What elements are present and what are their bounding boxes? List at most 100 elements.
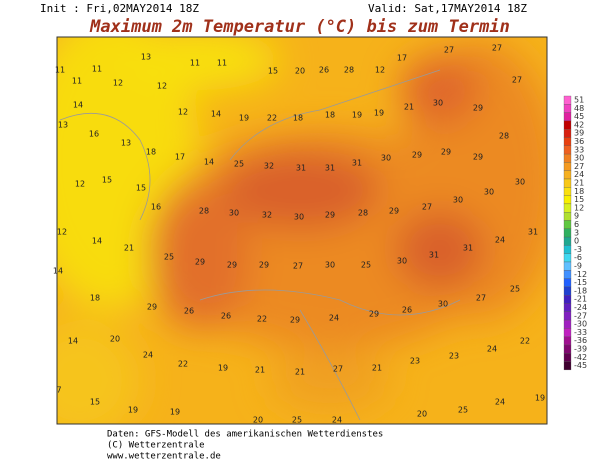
- legend-label: 39: [574, 129, 584, 138]
- temperature-label: 11: [55, 66, 65, 75]
- legend-label: -6: [574, 253, 582, 262]
- legend-label: -33: [574, 328, 587, 337]
- temperature-label: 31: [352, 159, 362, 168]
- temperature-label: 31: [463, 244, 473, 253]
- legend-swatch: [563, 236, 572, 246]
- temperature-label: 27: [333, 365, 343, 374]
- legend-label: 24: [574, 170, 584, 179]
- legend-label: -18: [574, 286, 587, 295]
- temperature-label: 29: [290, 316, 300, 325]
- legend-swatch: [563, 120, 572, 130]
- legend-swatch: [563, 162, 572, 171]
- temperature-label: 27: [422, 203, 432, 212]
- temperature-label: 32: [262, 211, 272, 220]
- legend-swatch: [563, 295, 572, 304]
- temperature-label: 23: [410, 357, 420, 366]
- temperature-label: 29: [441, 148, 451, 157]
- legend-swatch: [563, 137, 572, 146]
- temperature-label: 19: [239, 114, 249, 123]
- temperature-label: 26: [184, 307, 194, 316]
- temperature-label: 22: [178, 360, 188, 369]
- temperature-label: 15: [268, 67, 278, 76]
- temperature-label: 25: [164, 253, 174, 262]
- legend-label: 48: [574, 104, 584, 113]
- temperature-label: 20: [110, 335, 120, 344]
- legend-label: -27: [574, 311, 587, 320]
- temperature-label: 29: [412, 151, 422, 160]
- temperature-label: 31: [296, 164, 306, 173]
- legend-swatch: [563, 311, 572, 321]
- temperature-label: 30: [229, 209, 239, 218]
- init-time: Init : Fri,02MAY2014 18Z: [40, 2, 199, 15]
- legend-swatch: [563, 104, 572, 113]
- legend-label: -21: [574, 295, 587, 304]
- temperature-label: 12: [57, 228, 67, 237]
- temperature-label: 18: [90, 294, 100, 303]
- temperature-label: 25: [292, 416, 302, 425]
- temperature-label: 15: [90, 398, 100, 407]
- legend-swatch: [563, 261, 572, 271]
- legend-swatch: [563, 228, 572, 238]
- legend-swatch: [563, 270, 572, 279]
- legend-label: 3: [574, 228, 579, 237]
- legend-swatch: [563, 129, 572, 138]
- footer-source: Daten: GFS-Modell des amerikanischen Wet…: [107, 430, 383, 440]
- temperature-label: 15: [102, 176, 112, 185]
- legend-label: 51: [574, 96, 584, 105]
- temperature-label: 19: [218, 364, 228, 373]
- temperature-label: 21: [404, 103, 414, 112]
- temperature-label: 18: [146, 148, 156, 157]
- legend-swatch: [563, 328, 572, 337]
- temperature-label: 30: [397, 257, 407, 266]
- legend-label: -15: [574, 278, 587, 287]
- temperature-label: 17: [397, 54, 407, 63]
- temperature-label: 12: [113, 79, 123, 88]
- map-title: Maximum 2m Temperatur (°C) bis zum Termi…: [89, 17, 510, 37]
- temperature-label: 22: [257, 315, 267, 324]
- temperature-label: 24: [495, 236, 505, 245]
- temperature-label: 14: [73, 101, 83, 110]
- legend-label: 9: [574, 212, 579, 221]
- temperature-label: 29: [195, 258, 205, 267]
- temperature-label: 29: [389, 207, 399, 216]
- temperature-label: 25: [361, 261, 371, 270]
- temperature-label: 22: [520, 337, 530, 346]
- temperature-label: 19: [535, 394, 545, 403]
- temperature-label: 29: [325, 211, 335, 220]
- temperature-label: 22: [267, 114, 277, 123]
- legend-label: 42: [574, 120, 584, 129]
- temperature-label: 21: [295, 368, 305, 377]
- temperature-label: 28: [499, 132, 509, 141]
- temperature-label: 12: [157, 82, 167, 91]
- legend-label: -24: [574, 303, 587, 312]
- legend-label: 27: [574, 162, 584, 171]
- temperature-label: 24: [329, 314, 339, 323]
- map-frame: [56, 36, 548, 425]
- temperature-label: 14: [211, 110, 221, 119]
- legend-label: 30: [574, 154, 584, 163]
- temperature-label: 14: [92, 237, 102, 246]
- legend-label: 15: [574, 195, 584, 204]
- temperature-label: 19: [352, 111, 362, 120]
- temperature-label: 27: [492, 44, 502, 53]
- temperature-label: 19: [170, 408, 180, 417]
- temperature-label: 27: [444, 46, 454, 55]
- legend-swatch: [563, 336, 572, 346]
- temperature-label: 20: [417, 410, 427, 419]
- temperature-label: 29: [259, 261, 269, 270]
- temperature-label: 17: [175, 153, 185, 162]
- temperature-label: 13: [121, 139, 131, 148]
- temperature-label: 32: [264, 162, 274, 171]
- temperature-label: 23: [449, 352, 459, 361]
- legend-swatch: [563, 212, 572, 221]
- temperature-label: 24: [495, 398, 505, 407]
- footer-url: www.wetterzentrale.de: [107, 452, 221, 462]
- footer-copyright: (C) Wetterzentrale: [107, 441, 205, 451]
- temperature-label: 31: [429, 251, 439, 260]
- temperature-label: 21: [255, 366, 265, 375]
- temperature-label: 24: [143, 351, 153, 360]
- temperature-label: 21: [372, 364, 382, 373]
- legend-label: -42: [574, 353, 587, 362]
- legend-swatch: [563, 112, 572, 122]
- legend-swatch: [563, 203, 572, 213]
